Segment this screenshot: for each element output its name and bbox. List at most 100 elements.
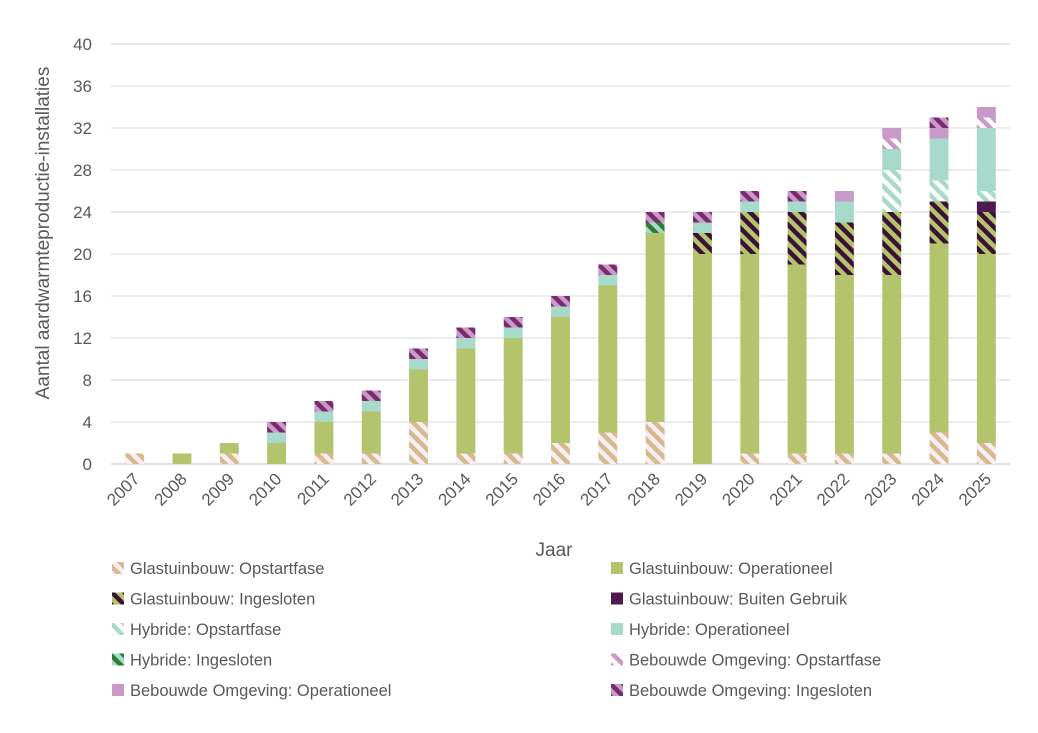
bar-segment: [740, 191, 760, 202]
bar-segment: [692, 233, 712, 254]
bar-segment: [598, 264, 618, 275]
bar-segment: [219, 443, 239, 454]
legend-swatch: [611, 623, 623, 635]
bar-segment: [456, 327, 476, 338]
bar-segment: [267, 432, 287, 443]
bar-segment: [267, 422, 287, 433]
legend-label: Glastuinbouw: Ingesloten: [130, 591, 315, 609]
x-tick-label: 2009: [198, 469, 238, 509]
bar-segment: [219, 453, 239, 464]
bar-segment: [361, 411, 381, 454]
bar-segment: [503, 453, 523, 464]
bar-segment: [314, 453, 334, 464]
bar-segment: [503, 338, 523, 454]
bar-segment: [834, 222, 854, 275]
bar-segment: [361, 390, 381, 401]
bars: [125, 107, 996, 464]
bar-segment: [361, 453, 381, 464]
bar-segment: [172, 453, 192, 464]
bar-segment: [976, 212, 996, 254]
legend-label: Bebouwde Omgeving: Operationeel: [130, 682, 391, 700]
bar-segment: [551, 296, 570, 307]
bar-segment: [314, 422, 334, 454]
x-tick-label: 2019: [671, 469, 711, 509]
x-axis-ticks: 2007 2008 2009 2010 2011 2012 2013 2014 2015 2016…: [103, 469, 995, 509]
y-tick-label: 12: [73, 329, 92, 348]
bar-segment: [929, 117, 949, 128]
bar-segment: [692, 222, 712, 233]
x-tick-label: 2025: [955, 469, 995, 509]
y-tick-label: 16: [73, 287, 92, 306]
legend-swatch: [611, 592, 623, 605]
bar-segment: [503, 317, 523, 328]
legend-label: Glastuinbouw: Operationeel: [629, 560, 833, 578]
legend-label: Bebouwde Omgeving: Opstartfase: [629, 652, 881, 670]
bar-segment: [882, 453, 902, 464]
x-tick-label: 2024: [908, 469, 948, 509]
bar-segment: [598, 432, 618, 464]
bar-segment: [409, 422, 429, 464]
legend-label: Hybride: Ingesloten: [130, 652, 272, 670]
bar-segment: [787, 212, 807, 265]
x-tick-label: 2007: [103, 469, 143, 509]
legend: Glastuinbouw: Opstartfase Glastuinbouw: O…: [112, 560, 881, 700]
y-tick-label: 36: [73, 77, 92, 96]
bar-segment: [740, 254, 760, 454]
x-tick-label: 2015: [482, 469, 522, 509]
legend-label: Hybride: Opstartfase: [130, 621, 281, 639]
bar-segment: [361, 401, 381, 412]
bar-segment: [409, 369, 429, 422]
legend-swatch: [112, 623, 124, 635]
legend-swatch: [112, 592, 124, 605]
legend-swatch: [611, 684, 623, 696]
bar-segment: [929, 201, 949, 244]
bar-segment: [598, 275, 618, 286]
x-tick-label: 2012: [340, 469, 380, 509]
bar-segment: [740, 212, 760, 254]
y-axis-title: Aantal aardwarmteproductie-installaties: [33, 67, 54, 400]
y-tick-label: 32: [73, 119, 92, 138]
bar-segment: [976, 443, 996, 464]
x-tick-label: 2023: [860, 469, 900, 509]
bar-segment: [409, 348, 429, 359]
bar-segment: [882, 138, 902, 149]
x-axis-title: Jaar: [536, 540, 574, 561]
bar-segment: [456, 453, 476, 464]
x-tick-label: 2013: [387, 469, 427, 509]
bar-segment: [976, 191, 996, 202]
bar-segment: [976, 254, 996, 443]
x-tick-label: 2010: [245, 469, 285, 509]
x-tick-label: 2018: [624, 469, 664, 509]
legend-swatch: [611, 653, 623, 666]
bar-segment: [834, 275, 854, 454]
bar-segment: [882, 212, 902, 275]
bar-segment: [456, 348, 476, 454]
x-tick-label: 2017: [576, 469, 616, 509]
x-tick-label: 2008: [151, 469, 191, 509]
bar-segment: [125, 453, 145, 464]
bar-segment: [740, 453, 760, 464]
bar-segment: [929, 138, 949, 181]
bar-segment: [267, 443, 287, 464]
bar-segment: [929, 243, 949, 433]
legend-label: Glastuinbouw: Opstartfase: [130, 560, 324, 578]
x-tick-label: 2021: [766, 469, 806, 509]
bar-segment: [882, 128, 902, 139]
bar-segment: [645, 233, 665, 422]
bar-segment: [740, 201, 760, 212]
bar-segment: [551, 306, 570, 317]
bar-segment: [882, 170, 902, 212]
x-tick-label: 2022: [813, 469, 853, 509]
bar-segment: [314, 411, 334, 422]
legend-swatch: [112, 684, 124, 696]
x-tick-label: 2016: [529, 469, 569, 509]
y-tick-label: 8: [83, 371, 92, 390]
bar-segment: [929, 128, 949, 139]
bar-segment: [787, 453, 807, 464]
bar-segment: [834, 191, 854, 202]
bar-segment: [551, 317, 570, 443]
bar-segment: [976, 107, 996, 118]
bar-segment: [598, 285, 618, 433]
x-tick-label: 2020: [718, 469, 758, 509]
bar-segment: [882, 275, 902, 454]
